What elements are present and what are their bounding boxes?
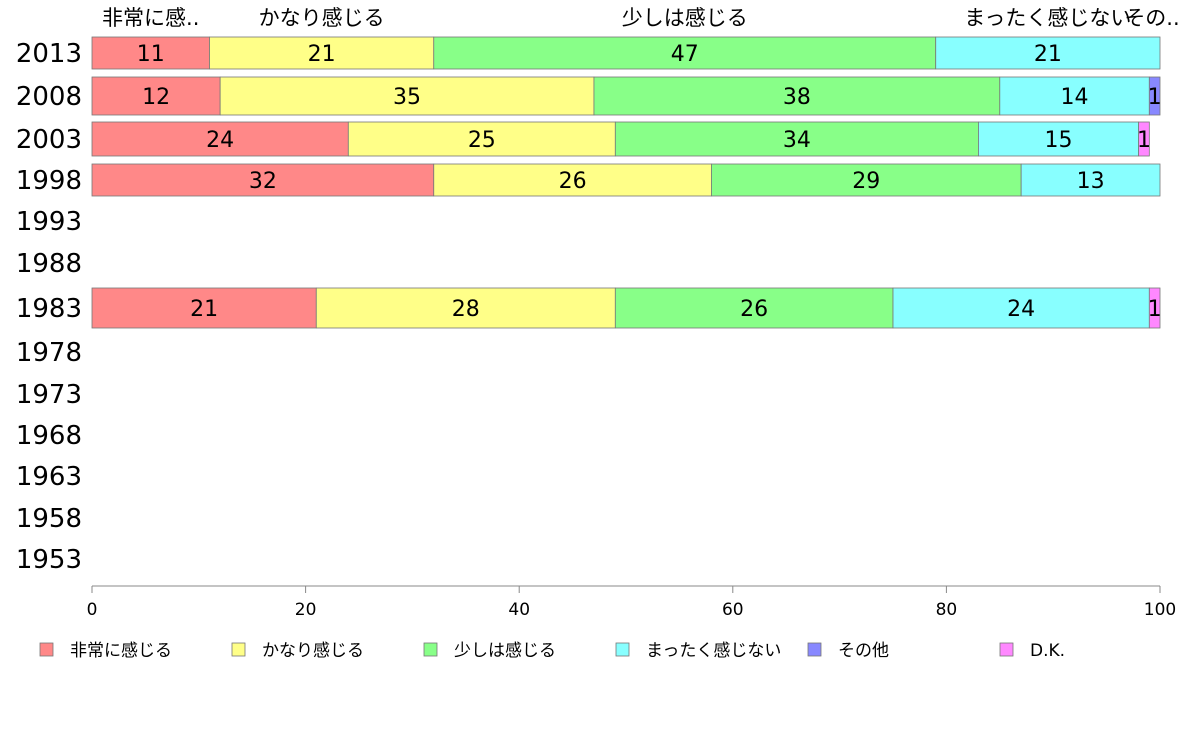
- x-tick-label: 0: [87, 600, 98, 620]
- bar-segment: [892, 287, 1150, 329]
- y-tick-label: 2003: [16, 125, 82, 155]
- bar-segment: [935, 36, 1161, 70]
- bar-value-label: 1: [1148, 85, 1162, 110]
- y-tick-label: 1968: [16, 421, 82, 451]
- bar-value-label: 35: [393, 85, 421, 110]
- bar-segment: [614, 121, 979, 157]
- bar-segment: [999, 76, 1150, 116]
- legend-label: 少しは感じる: [454, 641, 556, 661]
- bar-segment: [315, 287, 616, 329]
- bar-value-label: 14: [1061, 85, 1089, 110]
- bar-segment: [209, 36, 435, 70]
- bar-value-label: 29: [852, 169, 880, 194]
- legend-swatch: [807, 642, 822, 657]
- bar-segment: [1138, 121, 1150, 157]
- y-tick-label: 1953: [16, 545, 82, 575]
- bar-value-label: 38: [783, 85, 811, 110]
- bar-segment: [91, 163, 435, 197]
- legend-swatch: [231, 642, 246, 657]
- bar-segment: [614, 287, 894, 329]
- bar-value-label: 13: [1077, 169, 1105, 194]
- bar-value-label: 28: [452, 297, 480, 322]
- bar-segment: [219, 76, 595, 116]
- bar-value-label: 21: [308, 42, 336, 67]
- bar-value-label: 32: [249, 169, 277, 194]
- bar-value-label: 21: [1034, 42, 1062, 67]
- bar-segment: [91, 76, 221, 116]
- legend-label: 非常に感じる: [70, 641, 172, 661]
- bar-value-label: 25: [468, 128, 496, 153]
- legend-swatch: [423, 642, 438, 657]
- top-category-label: まったく感じない: [964, 6, 1131, 30]
- legend-swatch: [615, 642, 630, 657]
- bar-segment: [593, 76, 1001, 116]
- legend-swatch: [999, 642, 1014, 657]
- bar-segment: [91, 287, 317, 329]
- y-tick-label: 1983: [16, 294, 82, 324]
- y-tick-label: 1963: [16, 462, 82, 492]
- bar-value-label: 34: [783, 128, 811, 153]
- bar-value-label: 24: [1007, 297, 1035, 322]
- bar-value-label: 26: [559, 169, 587, 194]
- top-category-label: 非常に感..: [102, 6, 199, 30]
- legend-label: D.K.: [1030, 641, 1065, 661]
- bar-value-label: 12: [142, 85, 170, 110]
- bar-value-label: 15: [1045, 128, 1073, 153]
- bar-segment: [711, 163, 1022, 197]
- bar-segment: [1148, 287, 1161, 329]
- bar-segment: [91, 36, 210, 70]
- y-tick-label: 2008: [16, 82, 82, 112]
- y-tick-label: 1998: [16, 166, 82, 196]
- y-tick-label: 1988: [16, 249, 82, 279]
- y-tick-label: 1958: [16, 504, 82, 534]
- legend-label: まったく感じない: [646, 641, 781, 661]
- bar-segment: [433, 163, 712, 197]
- top-category-label: 少しは感じる: [622, 6, 748, 30]
- bar-value-label: 1: [1137, 128, 1151, 153]
- bar-value-label: 11: [137, 42, 165, 67]
- bar-value-label: 26: [740, 297, 768, 322]
- legend-label: その他: [838, 641, 889, 661]
- bar-segment: [91, 121, 349, 157]
- bar-segment: [1148, 76, 1161, 116]
- bar-segment: [347, 121, 616, 157]
- x-tick-label: 100: [1144, 600, 1176, 620]
- y-tick-label: 1978: [16, 338, 82, 368]
- x-tick-label: 20: [295, 600, 317, 620]
- bar-value-label: 21: [190, 297, 218, 322]
- y-tick-label: 2013: [16, 39, 82, 69]
- legend-label: かなり感じる: [262, 641, 364, 661]
- bar-segment: [1020, 163, 1161, 197]
- x-tick-label: 80: [936, 600, 958, 620]
- bar-value-label: 24: [206, 128, 234, 153]
- bar-segment: [433, 36, 937, 70]
- top-category-label: かなり感じる: [259, 6, 385, 30]
- y-tick-label: 1993: [16, 207, 82, 237]
- top-category-label: その..: [1124, 6, 1179, 30]
- x-tick-label: 60: [722, 600, 744, 620]
- bar-value-label: 1: [1148, 297, 1162, 322]
- x-tick-label: 40: [508, 600, 530, 620]
- legend-swatch: [39, 642, 54, 657]
- y-tick-label: 1973: [16, 380, 82, 410]
- bar-value-label: 47: [671, 42, 699, 67]
- bar-segment: [978, 121, 1140, 157]
